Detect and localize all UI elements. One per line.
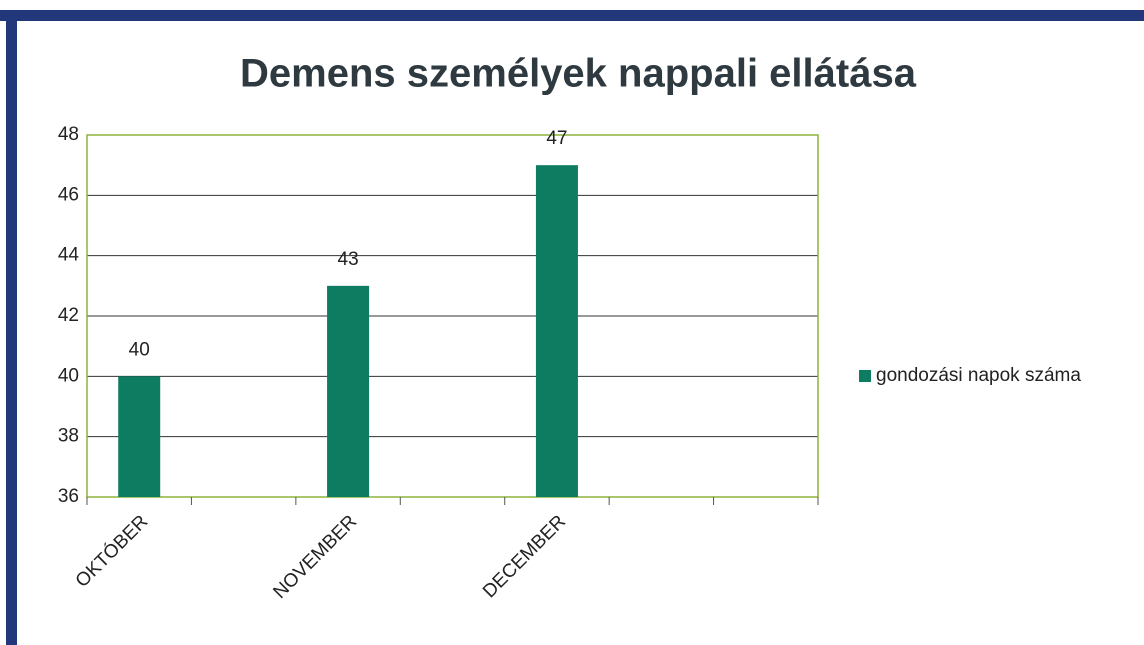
left-border: [6, 10, 17, 645]
y-tick-label: 46: [58, 184, 79, 205]
y-tick-label: 36: [58, 486, 79, 507]
bar: [535, 165, 578, 497]
y-tick-label: 48: [58, 124, 79, 145]
legend-swatch: [859, 370, 871, 382]
legend-label: gondozási napok száma: [876, 365, 1081, 386]
y-tick-label: 40: [58, 365, 79, 386]
bar: [327, 285, 370, 497]
chart-title: Demens személyek nappali ellátása: [240, 52, 917, 96]
data-label: 47: [546, 128, 567, 149]
y-tick-label: 42: [58, 305, 79, 326]
plot-border: [86, 134, 819, 498]
y-tick-label: 38: [58, 426, 79, 447]
data-label: 40: [129, 339, 150, 360]
y-tick-label: 44: [58, 245, 80, 266]
top-border: [0, 10, 1144, 21]
data-label: 43: [338, 249, 359, 270]
bar: [118, 376, 161, 497]
